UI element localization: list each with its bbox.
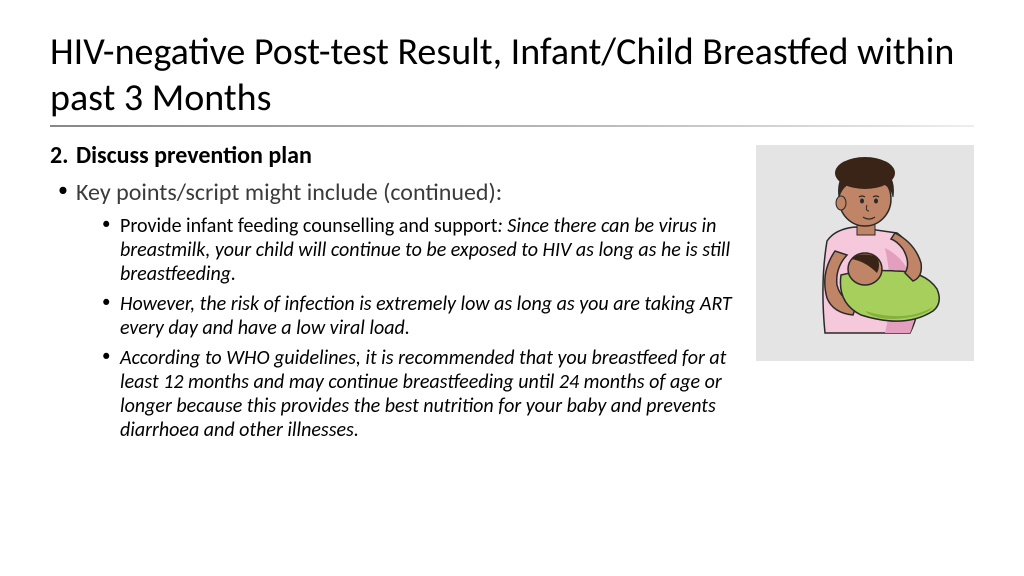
bullet-list-level2: Provide infant feeding counselling and s… xyxy=(76,214,742,442)
page-title: HIV-negative Post-test Result, Infant/Ch… xyxy=(50,30,974,121)
title-underline xyxy=(50,125,974,127)
intro-bullet: Key points/script might include (continu… xyxy=(76,178,742,442)
sub-bullet: According to WHO guidelines, it is recom… xyxy=(120,346,742,442)
content-row: 2.Discuss prevention plan Key points/scr… xyxy=(50,141,974,448)
sub-bullet: Provide infant feeding counselling and s… xyxy=(120,214,742,286)
section-heading-text: Discuss prevention plan xyxy=(76,141,312,170)
sub-bullet: However, the risk of infection is extrem… xyxy=(120,292,742,340)
section-number: 2. xyxy=(50,141,76,170)
bullet-lead: Provide infant feeding counselling and s… xyxy=(120,214,497,238)
illustration-container xyxy=(756,145,974,361)
bullet-body: However, the risk of infection is extrem… xyxy=(120,292,732,340)
section-heading: 2.Discuss prevention plan xyxy=(50,141,742,170)
breastfeeding-illustration-icon xyxy=(765,153,965,353)
intro-text: Key points/script might include (continu… xyxy=(76,178,502,207)
bullet-body: According to WHO guidelines, it is recom… xyxy=(120,346,726,442)
text-column: 2.Discuss prevention plan Key points/scr… xyxy=(50,141,742,448)
bullet-list-level1: Key points/script might include (continu… xyxy=(50,178,742,442)
